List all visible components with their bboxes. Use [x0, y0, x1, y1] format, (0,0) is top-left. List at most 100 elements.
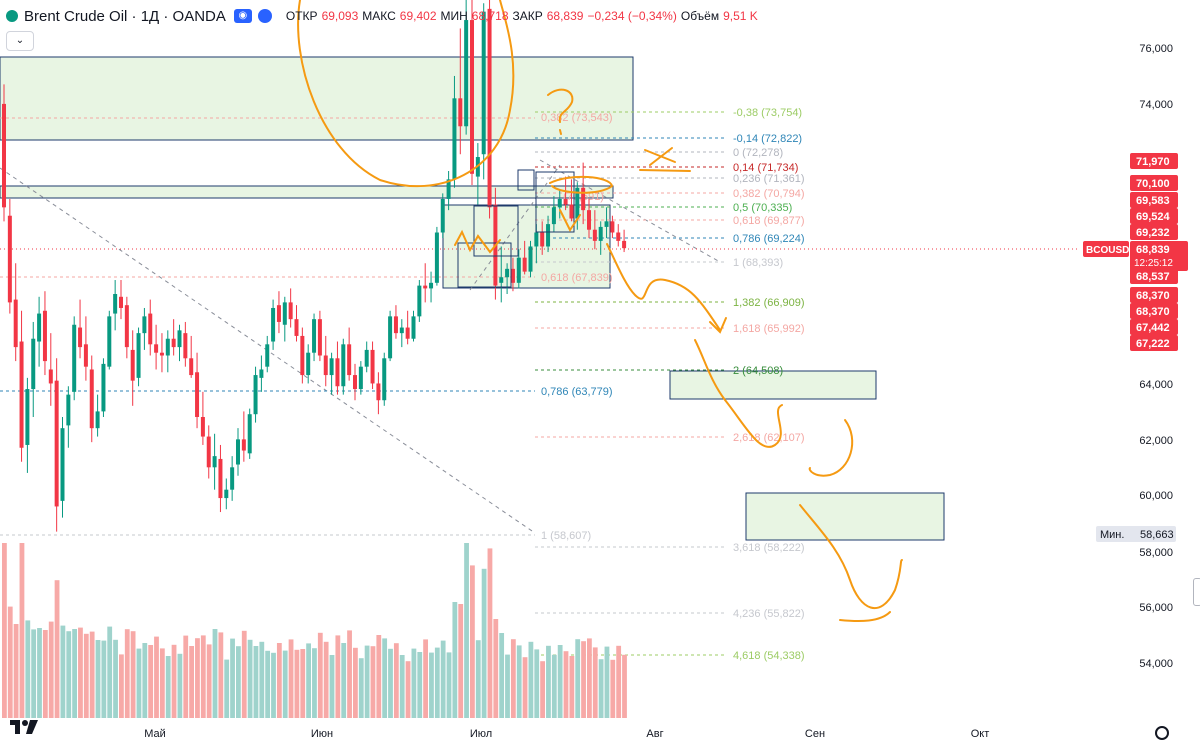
current-price-tag-bg	[1130, 241, 1188, 271]
volume-bar	[493, 619, 499, 718]
fib-left-label: 0,786 (63,779)	[541, 386, 613, 398]
drawing-ellipse	[549, 175, 614, 194]
target-zone-1	[669, 370, 877, 400]
candle-body	[510, 268, 515, 283]
candle-body	[189, 358, 194, 376]
candle-body	[347, 344, 352, 376]
candle-body	[265, 344, 270, 367]
volume-bar	[224, 659, 230, 718]
candle-body	[522, 257, 527, 272]
price-axis-tick: 62,000	[1139, 435, 1173, 447]
tradingview-logo-icon[interactable]	[10, 718, 42, 734]
volume-bar	[119, 654, 124, 718]
volume-bar	[358, 658, 364, 718]
volume-bar	[598, 659, 604, 718]
fib-level-label: 0,236 (71,361)	[733, 173, 805, 185]
candle-body	[399, 327, 404, 334]
candle-body	[353, 375, 357, 390]
volume-bar	[505, 654, 510, 718]
price-tag-label: 70,100	[1136, 178, 1170, 190]
candle-body	[604, 221, 609, 227]
volume-bar	[341, 643, 347, 718]
volume-bar	[487, 548, 493, 718]
fib-level-label: 0,618 (69,877)	[733, 215, 805, 227]
candle-body	[276, 305, 281, 322]
candle-body	[159, 352, 164, 356]
candle-body	[124, 305, 129, 348]
session-icon[interactable]	[257, 9, 272, 23]
price-tag-bg	[1130, 153, 1178, 169]
volume-bar	[241, 630, 247, 718]
candle-body	[487, 8, 492, 208]
candle-body	[2, 103, 6, 208]
candle-body	[540, 232, 545, 247]
price-axis-tick: 54,000	[1139, 658, 1173, 670]
candle-body	[195, 372, 200, 417]
fib-level-label: -0,38 (73,754)	[733, 107, 802, 119]
candle-body	[587, 210, 591, 230]
volume-bar	[177, 653, 183, 718]
volume-bar	[312, 648, 317, 718]
candle-body	[253, 375, 258, 415]
volume-bar	[300, 649, 306, 718]
volume-bar	[423, 639, 428, 718]
candle-body	[563, 198, 568, 205]
volume-bar	[464, 543, 469, 718]
fib-level-label: 0,14 (71,734)	[733, 162, 798, 174]
candle-body	[411, 316, 416, 339]
symbol-title[interactable]: Brent Crude Oil · 1Д · OANDA	[24, 7, 226, 25]
volume-bar	[323, 641, 329, 718]
price-axis-tick: 60,000	[1139, 490, 1173, 502]
candle-body	[598, 226, 603, 241]
close-value: 68,839	[546, 9, 584, 23]
volume-bar	[569, 656, 575, 718]
volume-bar	[317, 632, 323, 718]
volume-bar	[429, 652, 434, 718]
volume-bar	[551, 654, 557, 718]
candle-body	[329, 358, 334, 376]
collapse-legend-button[interactable]: ⌄	[6, 31, 34, 51]
candle-body	[42, 310, 47, 362]
price-axis-tick: 58,000	[1139, 547, 1173, 559]
candle-body	[183, 333, 188, 359]
volume-bar	[294, 649, 300, 718]
close-label: ЗАКР	[512, 9, 543, 23]
candle-body	[294, 319, 299, 336]
candle-body	[341, 344, 346, 387]
fib-left-label: 0,382 (73,543)	[541, 112, 613, 124]
volume-bar	[206, 644, 212, 718]
price-scale-handle[interactable]	[1193, 578, 1200, 606]
candle-body	[37, 313, 42, 342]
volume-bar	[78, 627, 83, 718]
volume-bar	[42, 630, 48, 718]
settings-gear-icon[interactable]	[1155, 726, 1169, 740]
candle-body	[393, 316, 398, 334]
volume-bar	[101, 640, 107, 718]
volume-bar	[446, 652, 452, 718]
drawing-question	[547, 88, 574, 135]
volume-bar	[376, 635, 382, 718]
candle-body	[288, 302, 293, 320]
candle-body	[370, 349, 375, 384]
drawing-arrow-2	[694, 339, 783, 448]
drawing-arrow-4	[799, 504, 903, 610]
volume-bar	[417, 652, 423, 718]
candle-body	[516, 257, 521, 283]
volume-bar	[370, 646, 376, 718]
volume-bar	[499, 633, 505, 718]
volume-bar	[165, 656, 171, 718]
volume-bar	[265, 650, 271, 718]
volume-label: Объём	[680, 9, 720, 23]
symbol-tag-bg	[1083, 241, 1129, 257]
candle-body	[78, 327, 83, 348]
price-tag-label: 68,537	[1136, 271, 1170, 283]
consolidation-zone	[0, 185, 614, 199]
time-axis-tick: Окт	[971, 728, 990, 740]
volume-bar	[271, 652, 276, 718]
volume-bar	[405, 661, 411, 718]
candle-body	[148, 313, 153, 345]
fib-level-label: 0,5 (70,335)	[733, 202, 792, 214]
candle-body	[446, 179, 451, 199]
visibility-icon[interactable]: ◉	[233, 9, 252, 23]
